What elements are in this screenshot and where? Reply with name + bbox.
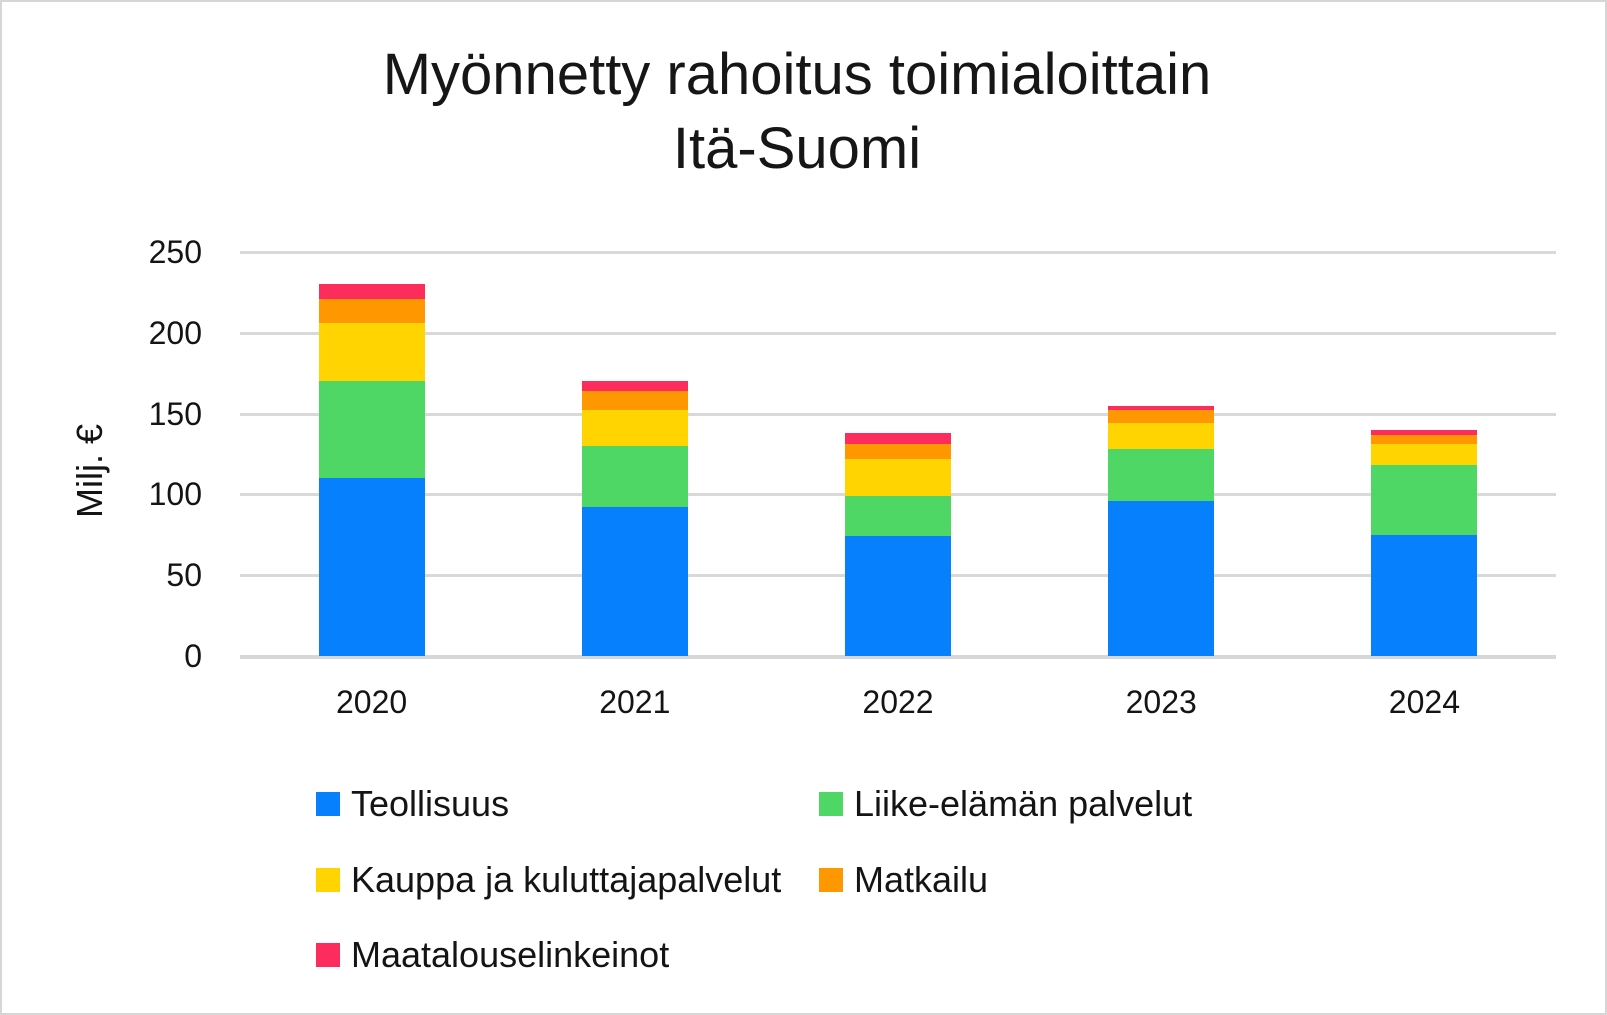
- y-tick-label: 150: [148, 395, 202, 432]
- bar-segment-liike-elämän-palvelut: [318, 381, 425, 479]
- legend-swatch-icon: [316, 943, 340, 967]
- bar-segment-maatalouselinkeinot: [1371, 429, 1478, 435]
- plot-area: [240, 251, 1556, 659]
- bar-2024: [1371, 252, 1478, 656]
- gridline: [240, 412, 1556, 416]
- bar-segment-liike-elämän-palvelut: [1108, 449, 1215, 501]
- y-tick-label: 250: [148, 234, 202, 270]
- bar-segment-maatalouselinkeinot: [845, 433, 951, 445]
- legend-item-teollisuus: Teollisuus: [316, 782, 509, 826]
- bar-segment-kauppa-ja-kuluttajapalvelut: [845, 458, 951, 497]
- bar-segment-kauppa-ja-kuluttajapalvelut: [581, 410, 688, 446]
- legend-swatch-icon: [316, 792, 340, 816]
- bar-segment-teollisuus: [1371, 534, 1478, 656]
- bar-segment-matkailu: [1108, 410, 1215, 424]
- bar-segment-kauppa-ja-kuluttajapalvelut: [1371, 444, 1478, 466]
- x-tick-label: 2023: [1125, 684, 1197, 720]
- legend-swatch-icon: [819, 867, 843, 892]
- legend-swatch-icon: [316, 867, 340, 892]
- legend-item-liike-elämän-palvelut: Liike-elämän palvelut: [819, 782, 1192, 826]
- bar-segment-matkailu: [1371, 434, 1478, 445]
- x-tick-label: 2020: [336, 684, 408, 720]
- legend-label: Maatalouselinkeinot: [351, 934, 670, 975]
- bar-2021: [581, 252, 688, 656]
- bar-2020: [318, 252, 425, 656]
- y-tick-label: 200: [148, 314, 202, 351]
- x-axis-line: [240, 655, 1556, 659]
- bar-segment-matkailu: [845, 444, 951, 459]
- x-tick-label: 2024: [1388, 684, 1460, 720]
- gridline: [240, 331, 1556, 335]
- x-tick-label: 2022: [862, 684, 934, 720]
- legend-item-matkailu: Matkailu: [819, 858, 988, 902]
- bar-segment-kauppa-ja-kuluttajapalvelut: [318, 323, 425, 382]
- legend-label: Matkailu: [854, 858, 989, 900]
- y-tick-label: 0: [184, 638, 202, 674]
- bar-segment-liike-elämän-palvelut: [581, 445, 688, 508]
- legend-swatch-icon: [819, 792, 843, 816]
- chart-title: Myönnetty rahoitus toimialoittain Itä-Su…: [2, 38, 1592, 186]
- legend-label: Kauppa ja kuluttajapalvelut: [351, 858, 782, 900]
- legend-label: Teollisuus: [351, 783, 510, 824]
- bar-segment-matkailu: [318, 298, 425, 324]
- bar-segment-maatalouselinkeinot: [581, 381, 688, 391]
- bar-segment-kauppa-ja-kuluttajapalvelut: [1108, 423, 1215, 450]
- bar-segment-teollisuus: [1108, 500, 1215, 656]
- y-tick-label: 100: [148, 476, 202, 513]
- legend-item-kauppa-ja-kuluttajapalvelut: Kauppa ja kuluttajapalvelut: [316, 858, 781, 902]
- bar-segment-matkailu: [581, 390, 688, 411]
- legend-item-maatalouselinkeinot: Maatalouselinkeinot: [316, 933, 669, 977]
- bar-segment-teollisuus: [845, 536, 951, 656]
- x-tick-label: 2021: [599, 684, 671, 720]
- chart-title-line2: Itä-Suomi: [672, 116, 922, 181]
- chart-title-line1: Myönnetty rahoitus toimialoittain: [382, 42, 1212, 107]
- bar-segment-teollisuus: [318, 478, 425, 656]
- bar-segment-maatalouselinkeinot: [1108, 405, 1215, 411]
- bar-2022: [845, 252, 951, 656]
- gridline: [240, 251, 1556, 254]
- legend-label: Liike-elämän palvelut: [854, 783, 1193, 824]
- bar-segment-liike-elämän-palvelut: [1371, 465, 1478, 535]
- bar-segment-teollisuus: [581, 507, 688, 656]
- bar-2023: [1108, 252, 1215, 656]
- bar-segment-liike-elämän-palvelut: [845, 496, 951, 537]
- bar-segment-maatalouselinkeinot: [318, 284, 425, 299]
- y-tick-label: 50: [166, 557, 202, 594]
